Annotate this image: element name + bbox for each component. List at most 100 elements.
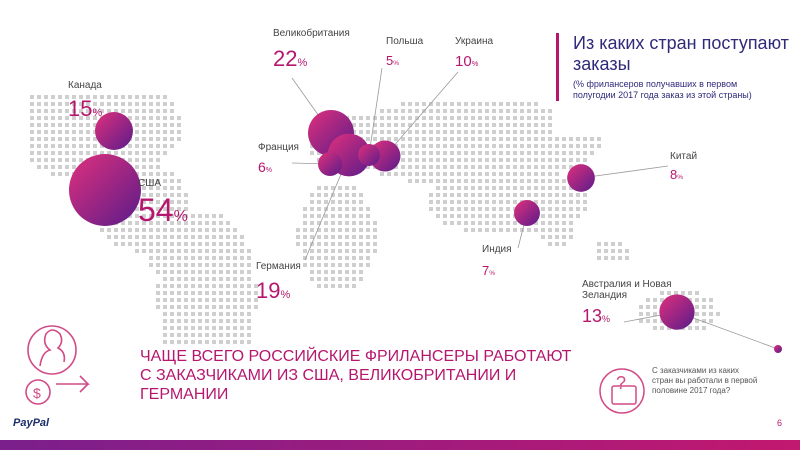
- map-dot: [506, 221, 510, 225]
- map-dot: [443, 102, 447, 106]
- map-dot: [506, 109, 510, 113]
- map-dot: [569, 137, 573, 141]
- map-dot: [338, 263, 342, 267]
- map-dot: [541, 137, 545, 141]
- map-dot: [548, 116, 552, 120]
- map-dot: [499, 137, 503, 141]
- map-dot: [541, 151, 545, 155]
- map-dot: [359, 193, 363, 197]
- map-dot: [352, 207, 356, 211]
- map-dot: [310, 256, 314, 260]
- map-dot: [464, 207, 468, 211]
- map-dot: [170, 298, 174, 302]
- value-label-0: 54%: [138, 192, 188, 228]
- map-dot: [121, 235, 125, 239]
- map-dot: [534, 144, 538, 148]
- map-dot: [163, 305, 167, 309]
- map-dot: [142, 165, 146, 169]
- map-dot: [499, 193, 503, 197]
- map-dot: [520, 158, 524, 162]
- map-dot: [408, 172, 412, 176]
- map-dot: [226, 228, 230, 232]
- map-dot: [121, 109, 125, 113]
- map-dot: [219, 277, 223, 281]
- map-dot: [184, 242, 188, 246]
- map-dot: [170, 228, 174, 232]
- map-dot: [65, 137, 69, 141]
- map-dot: [219, 291, 223, 295]
- map-dot: [163, 256, 167, 260]
- map-dot: [114, 95, 118, 99]
- map-dot: [653, 305, 657, 309]
- map-dot: [156, 284, 160, 288]
- map-dot: [107, 235, 111, 239]
- map-dot: [373, 116, 377, 120]
- map-dot: [310, 263, 314, 267]
- map-dot: [100, 151, 104, 155]
- map-dot: [415, 123, 419, 127]
- map-dot: [44, 130, 48, 134]
- map-dot: [429, 172, 433, 176]
- map-dot: [352, 186, 356, 190]
- map-dot: [121, 242, 125, 246]
- map-dot: [163, 326, 167, 330]
- map-dot: [191, 256, 195, 260]
- map-dot: [170, 305, 174, 309]
- map-dot: [688, 291, 692, 295]
- map-dot: [457, 144, 461, 148]
- map-dot: [345, 242, 349, 246]
- map-dot: [618, 249, 622, 253]
- map-dot: [415, 137, 419, 141]
- map-dot: [338, 207, 342, 211]
- map-dot: [527, 151, 531, 155]
- map-dot: [135, 116, 139, 120]
- map-dot: [506, 158, 510, 162]
- map-dot: [457, 123, 461, 127]
- bubble-4: [659, 294, 695, 330]
- map-dot: [184, 256, 188, 260]
- map-dot: [569, 144, 573, 148]
- map-dot: [338, 235, 342, 239]
- map-dot: [240, 242, 244, 246]
- map-dot: [359, 116, 363, 120]
- map-dot: [422, 165, 426, 169]
- map-dot-grid: [30, 95, 720, 344]
- map-dot: [359, 221, 363, 225]
- map-dot: [352, 130, 356, 134]
- map-dot: [485, 179, 489, 183]
- map-dot: [233, 312, 237, 316]
- map-dot: [401, 165, 405, 169]
- map-dot: [541, 158, 545, 162]
- map-dot: [205, 263, 209, 267]
- map-dot: [520, 102, 524, 106]
- map-dot: [177, 249, 181, 253]
- map-dot: [681, 291, 685, 295]
- map-dot: [429, 109, 433, 113]
- map-dot: [534, 186, 538, 190]
- map-dot: [345, 228, 349, 232]
- map-dot: [352, 193, 356, 197]
- map-dot: [457, 214, 461, 218]
- map-dot: [618, 256, 622, 260]
- map-dot: [44, 158, 48, 162]
- map-dot: [569, 214, 573, 218]
- map-dot: [177, 256, 181, 260]
- map-dot: [212, 249, 216, 253]
- map-dot: [562, 207, 566, 211]
- map-dot: [401, 102, 405, 106]
- map-dot: [450, 165, 454, 169]
- map-dot: [79, 109, 83, 113]
- map-dot: [709, 312, 713, 316]
- map-dot: [331, 235, 335, 239]
- map-dot: [506, 116, 510, 120]
- map-dot: [163, 249, 167, 253]
- map-dot: [541, 116, 545, 120]
- map-dot: [226, 242, 230, 246]
- map-dot: [142, 186, 146, 190]
- map-dot: [247, 333, 251, 337]
- map-dot: [345, 221, 349, 225]
- map-dot: [142, 179, 146, 183]
- map-dot: [184, 221, 188, 225]
- map-dot: [135, 235, 139, 239]
- map-dot: [436, 186, 440, 190]
